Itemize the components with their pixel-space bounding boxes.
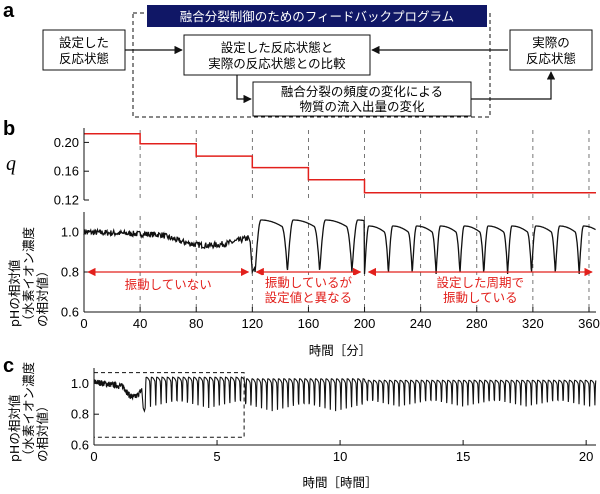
b-bottom-ylabel-line-1: pHの相対値 <box>7 260 22 327</box>
b-bottom-xtick-label: 320 <box>522 316 544 331</box>
arrow-flow-to-actual <box>471 71 556 100</box>
c-xtick-label: 15 <box>456 449 470 464</box>
compare-box <box>183 34 371 76</box>
panel-letter-c: c <box>3 355 14 377</box>
b-bottom-y-ticks: 1.0 0.8 0.6 <box>61 225 89 320</box>
region-label-1-line-1: 振動していない <box>125 277 212 292</box>
panel-letter-b: b <box>3 118 15 140</box>
actual-box <box>509 29 593 71</box>
b-top-y-ticks: 0.20 0.16 0.12 <box>54 135 89 208</box>
c-ytick-label: 1.0 <box>71 376 89 391</box>
b-bottom-xtick-label: 240 <box>410 316 432 331</box>
compare-box-line-1: 設定した反応状態と <box>221 40 334 55</box>
b-bottom-ylabel-line-2: （水素イオン濃度 <box>21 226 36 327</box>
panel-b: b q 0.20 0.16 0.12 pHの相対値 （水素イオン濃度 の相対値） 0… <box>3 118 600 358</box>
actual-box-line-1: 実際の <box>532 35 570 50</box>
b-top-vlines <box>139 130 590 200</box>
region-label-3-line-1: 設定した周期で <box>437 275 525 290</box>
b-bottom-ytick-label: 0.8 <box>61 265 79 280</box>
b-bottom-ytick-label: 0.6 <box>61 305 79 320</box>
compare-box-line-2: 実際の反応状態との比較 <box>208 56 346 71</box>
ph-minutes-series-line <box>83 219 596 275</box>
c-ylabel-line-1: pHの相対値 <box>7 395 22 462</box>
setpoint-box <box>42 29 126 71</box>
region-label-bg <box>262 290 355 305</box>
b-bottom-xtick-label: 280 <box>466 316 488 331</box>
panel-a: a 融合分裂制御のためのフィードバックプログラム 設定した 反応状態 設定した反… <box>3 0 593 118</box>
setpoint-box-line-1: 設定した <box>59 35 109 50</box>
b-bottom-x-ticks: 0 40 80 120 160 200 240 280 320 360 <box>80 307 600 331</box>
actual-box-line-2: 反応状態 <box>526 51 576 66</box>
region-label-bg <box>262 275 355 290</box>
flow-change-box <box>252 81 472 117</box>
flow-change-box-line-2: 物質の流入出量の変化 <box>299 99 425 114</box>
c-ylabel-line-2: （水素イオン濃度 <box>21 361 36 462</box>
arrow-compare-to-flow <box>236 75 252 104</box>
c-ylabel: pHの相対値 （水素イオン濃度 の相対値） <box>7 361 50 462</box>
c-xtick-label: 20 <box>579 449 593 464</box>
setpoint-box-line-2: 反応状態 <box>59 51 109 66</box>
ph-hours-series-line <box>93 376 597 413</box>
c-xtick-label: 0 <box>90 449 97 464</box>
region-label-bg <box>121 277 215 292</box>
b-top-ytick-label: 0.16 <box>54 164 79 179</box>
c-y-ticks: 1.0 0.8 0.6 <box>71 376 99 453</box>
b-bottom-xlabel: 時間［分］ <box>309 343 372 358</box>
panel-letter-a: a <box>3 0 15 22</box>
b-top-ytick-label: 0.20 <box>54 135 79 150</box>
b-bottom-xtick-label: 360 <box>578 316 600 331</box>
c-xtick-label: 5 <box>213 449 220 464</box>
b-bottom-ytick-label: 1.0 <box>61 225 79 240</box>
b-bottom-xtick-label: 80 <box>189 316 203 331</box>
region-label-2-line-2: 設定値と異なる <box>265 290 353 305</box>
c-ylabel-line-3: の相対値） <box>35 399 50 462</box>
region-label-2-line-1: 振動しているが <box>265 275 353 290</box>
b-bottom-xtick-label: 160 <box>298 316 320 331</box>
chart-b-bottom: pHの相対値 （水素イオン濃度 の相対値） 0 40 80 120 160 200 240 2… <box>7 212 600 358</box>
b-bottom-ylabel-line-3: の相対値） <box>35 264 50 327</box>
program-title-banner <box>147 5 487 27</box>
region-label-3-line-2: 振動している <box>443 290 518 305</box>
b-bottom-xtick-label: 0 <box>80 316 87 331</box>
c-x-ticks: 0 5 10 15 20 <box>90 440 593 464</box>
b-bottom-xtick-label: 120 <box>241 316 263 331</box>
c-xtick-label: 10 <box>333 449 347 464</box>
chart-b-top: q 0.20 0.16 0.12 <box>6 128 596 208</box>
c-zoom-box <box>93 372 245 438</box>
b-top-ytick-label: 0.12 <box>54 193 79 208</box>
c-ytick-label: 0.6 <box>71 438 89 453</box>
program-title: 融合分裂制御のためのフィードバックプログラム <box>180 9 454 24</box>
c-xlabel: 時間［時間］ <box>302 475 377 490</box>
b-top-ylabel: q <box>6 153 16 175</box>
region-label-bg <box>440 290 520 305</box>
b-bottom-xtick-label: 200 <box>354 316 376 331</box>
panel-c: c pHの相対値 （水素イオン濃度 の相対値） 0 5 10 15 20 1.0 0.8 0… <box>3 355 597 490</box>
c-ytick-label: 0.8 <box>71 407 89 422</box>
q-series-line <box>84 133 596 194</box>
flow-change-box-line-1: 融合分裂の頻度の変化による <box>281 84 443 99</box>
region-label-bg <box>434 275 527 290</box>
b-bottom-xtick-label: 40 <box>133 316 147 331</box>
b-bottom-ylabel: pHの相対値 （水素イオン濃度 の相対値） <box>7 226 50 327</box>
